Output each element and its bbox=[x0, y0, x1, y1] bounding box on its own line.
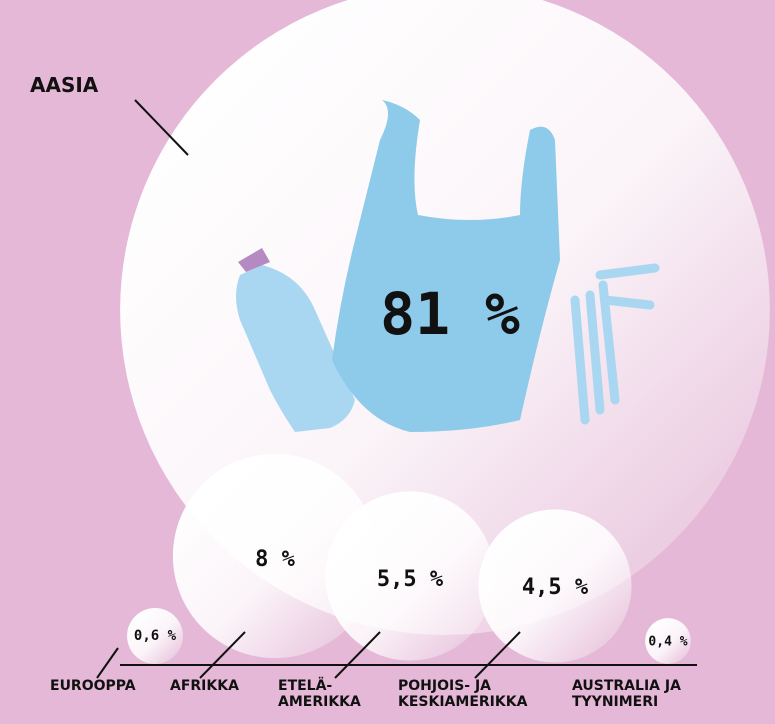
category-label: AASIA bbox=[30, 73, 99, 97]
leader-line bbox=[97, 648, 118, 678]
chart: 81 % AASIA 0,6 % EUROOPPA 8 % AFRIKKA 5,5 % ETE… bbox=[0, 0, 775, 724]
leader-line bbox=[475, 632, 520, 678]
value-label: 8 % bbox=[255, 547, 295, 572]
value-label: 0,6 % bbox=[134, 628, 177, 644]
category-label: EUROOPPA bbox=[50, 678, 136, 694]
category-label: ETELÄ-AMERIKKA bbox=[278, 677, 361, 710]
value-label: 5,5 % bbox=[377, 567, 444, 592]
value-label: 0,4 % bbox=[648, 635, 687, 650]
value-label: 81 % bbox=[380, 280, 520, 348]
category-label: AFRIKKA bbox=[170, 678, 239, 694]
value-label: 4,5 % bbox=[522, 575, 589, 600]
